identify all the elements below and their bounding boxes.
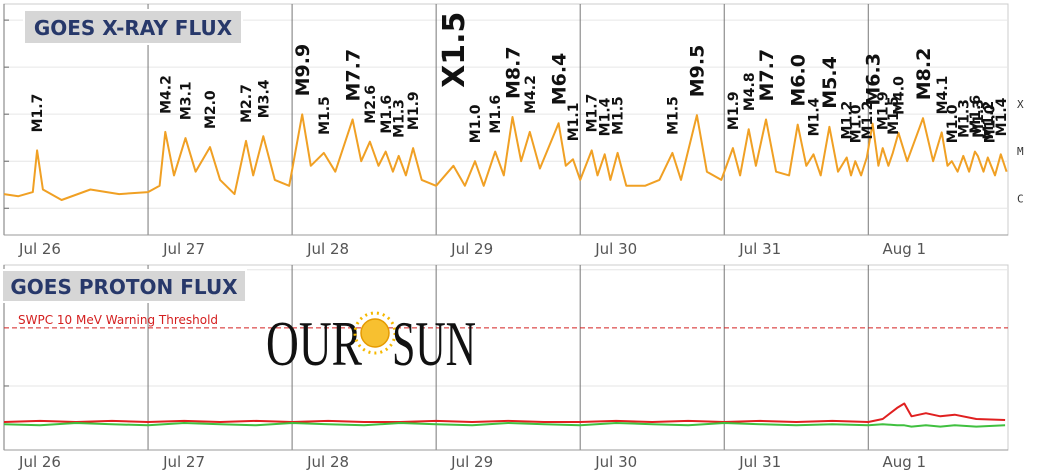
flare-label: M2.7 — [239, 84, 255, 123]
x-tick-label: Jul 29 — [450, 240, 493, 258]
flare-label: M1.6 — [968, 95, 984, 134]
flare-label: M3.1 — [179, 81, 195, 120]
flare-label: M1.0 — [982, 104, 998, 143]
title-box — [1, 269, 247, 303]
x-tick-label: Jul 28 — [306, 453, 349, 471]
title-box — [23, 9, 243, 45]
logo-left: OUR — [266, 308, 362, 379]
panel-title: GOES X-RAY FLUX — [34, 16, 233, 40]
x-tick-label: Jul 28 — [306, 240, 349, 258]
x-tick-label: Jul 26 — [18, 240, 61, 258]
flare-label: M7.7 — [342, 49, 364, 102]
flare-label: M4.2 — [523, 75, 539, 114]
flare-label: M4.2 — [158, 75, 174, 114]
flare-label: M8.2 — [913, 48, 935, 101]
flare-label: M8.7 — [502, 46, 524, 99]
flare-label: M1.7 — [30, 94, 46, 133]
flare-label: M1.2 — [840, 101, 856, 140]
y-tick-label: C — [1017, 192, 1024, 205]
flare-label: M1.0 — [848, 104, 864, 143]
flare-label: X1.5 — [437, 12, 472, 88]
flare-label: M7.7 — [756, 49, 778, 102]
flare-label: M1.1 — [566, 103, 582, 142]
x-tick-label: Jul 30 — [594, 240, 637, 258]
series-line — [3, 422, 1006, 428]
x-tick-label: Jul 31 — [738, 453, 781, 471]
flare-label: M1.7 — [585, 94, 601, 133]
flare-label: M1.9 — [406, 91, 422, 130]
x-tick-label: Jul 27 — [162, 240, 205, 258]
flare-label: M1.2 — [981, 101, 997, 140]
y-tick-label: M — [1017, 145, 1024, 158]
flare-label: M5.4 — [819, 56, 841, 109]
flare-label: M6.0 — [788, 54, 810, 107]
series-line — [3, 113, 1008, 201]
threshold-label: SWPC 10 MeV Warning Threshold — [18, 313, 218, 327]
flare-label: M1.6 — [379, 95, 395, 134]
flare-label: M9.5 — [687, 45, 709, 98]
flare-label: M1.0 — [945, 104, 961, 143]
flare-label: M4.0 — [892, 76, 908, 115]
flare-label: M4.1 — [935, 76, 951, 115]
flare-label: M1.3 — [971, 99, 987, 138]
x-tick-label: Jul 27 — [162, 453, 205, 471]
x-tick-label: Aug 1 — [882, 240, 926, 258]
panel-title: GOES PROTON FLUX — [10, 275, 238, 299]
flare-label: M2.6 — [363, 85, 379, 124]
flare-label: M1.5 — [611, 96, 627, 135]
flare-label: M1.4 — [807, 97, 823, 136]
flare-label: M1.6 — [488, 95, 504, 134]
flare-label: M1.5 — [317, 96, 333, 135]
flare-label: M3.4 — [256, 79, 272, 118]
flare-label: M6.3 — [862, 53, 884, 106]
x-tick-label: Jul 30 — [594, 453, 637, 471]
flare-label: M1.0 — [468, 104, 484, 143]
x-tick-label: Jul 31 — [738, 240, 781, 258]
logo-sun — [353, 311, 397, 355]
flare-label: M1.3 — [392, 99, 408, 138]
x-tick-label: Aug 1 — [882, 453, 926, 471]
x-tick-label: Jul 26 — [18, 453, 61, 471]
flare-label: M1.5 — [665, 96, 681, 135]
flare-label: M1.5 — [886, 96, 902, 135]
flare-label: M2.0 — [203, 90, 219, 129]
logo: OUR SUN — [266, 308, 476, 379]
flare-label: M4.8 — [742, 72, 758, 111]
logo-right: SUN — [392, 308, 476, 379]
flare-label: M1.3 — [956, 99, 972, 138]
flare-label: M1.9 — [726, 91, 742, 130]
flare-label: M9.9 — [292, 44, 314, 97]
flare-label: M1.2 — [860, 101, 876, 140]
series-line — [3, 402, 1006, 423]
flare-label: M1.4 — [598, 97, 614, 136]
flare-label: M1.4 — [994, 97, 1010, 136]
y-tick-label: X — [1017, 98, 1024, 111]
flare-label: M6.4 — [548, 53, 570, 106]
x-tick-label: Jul 29 — [450, 453, 493, 471]
flare-label: M1.9 — [876, 91, 892, 130]
